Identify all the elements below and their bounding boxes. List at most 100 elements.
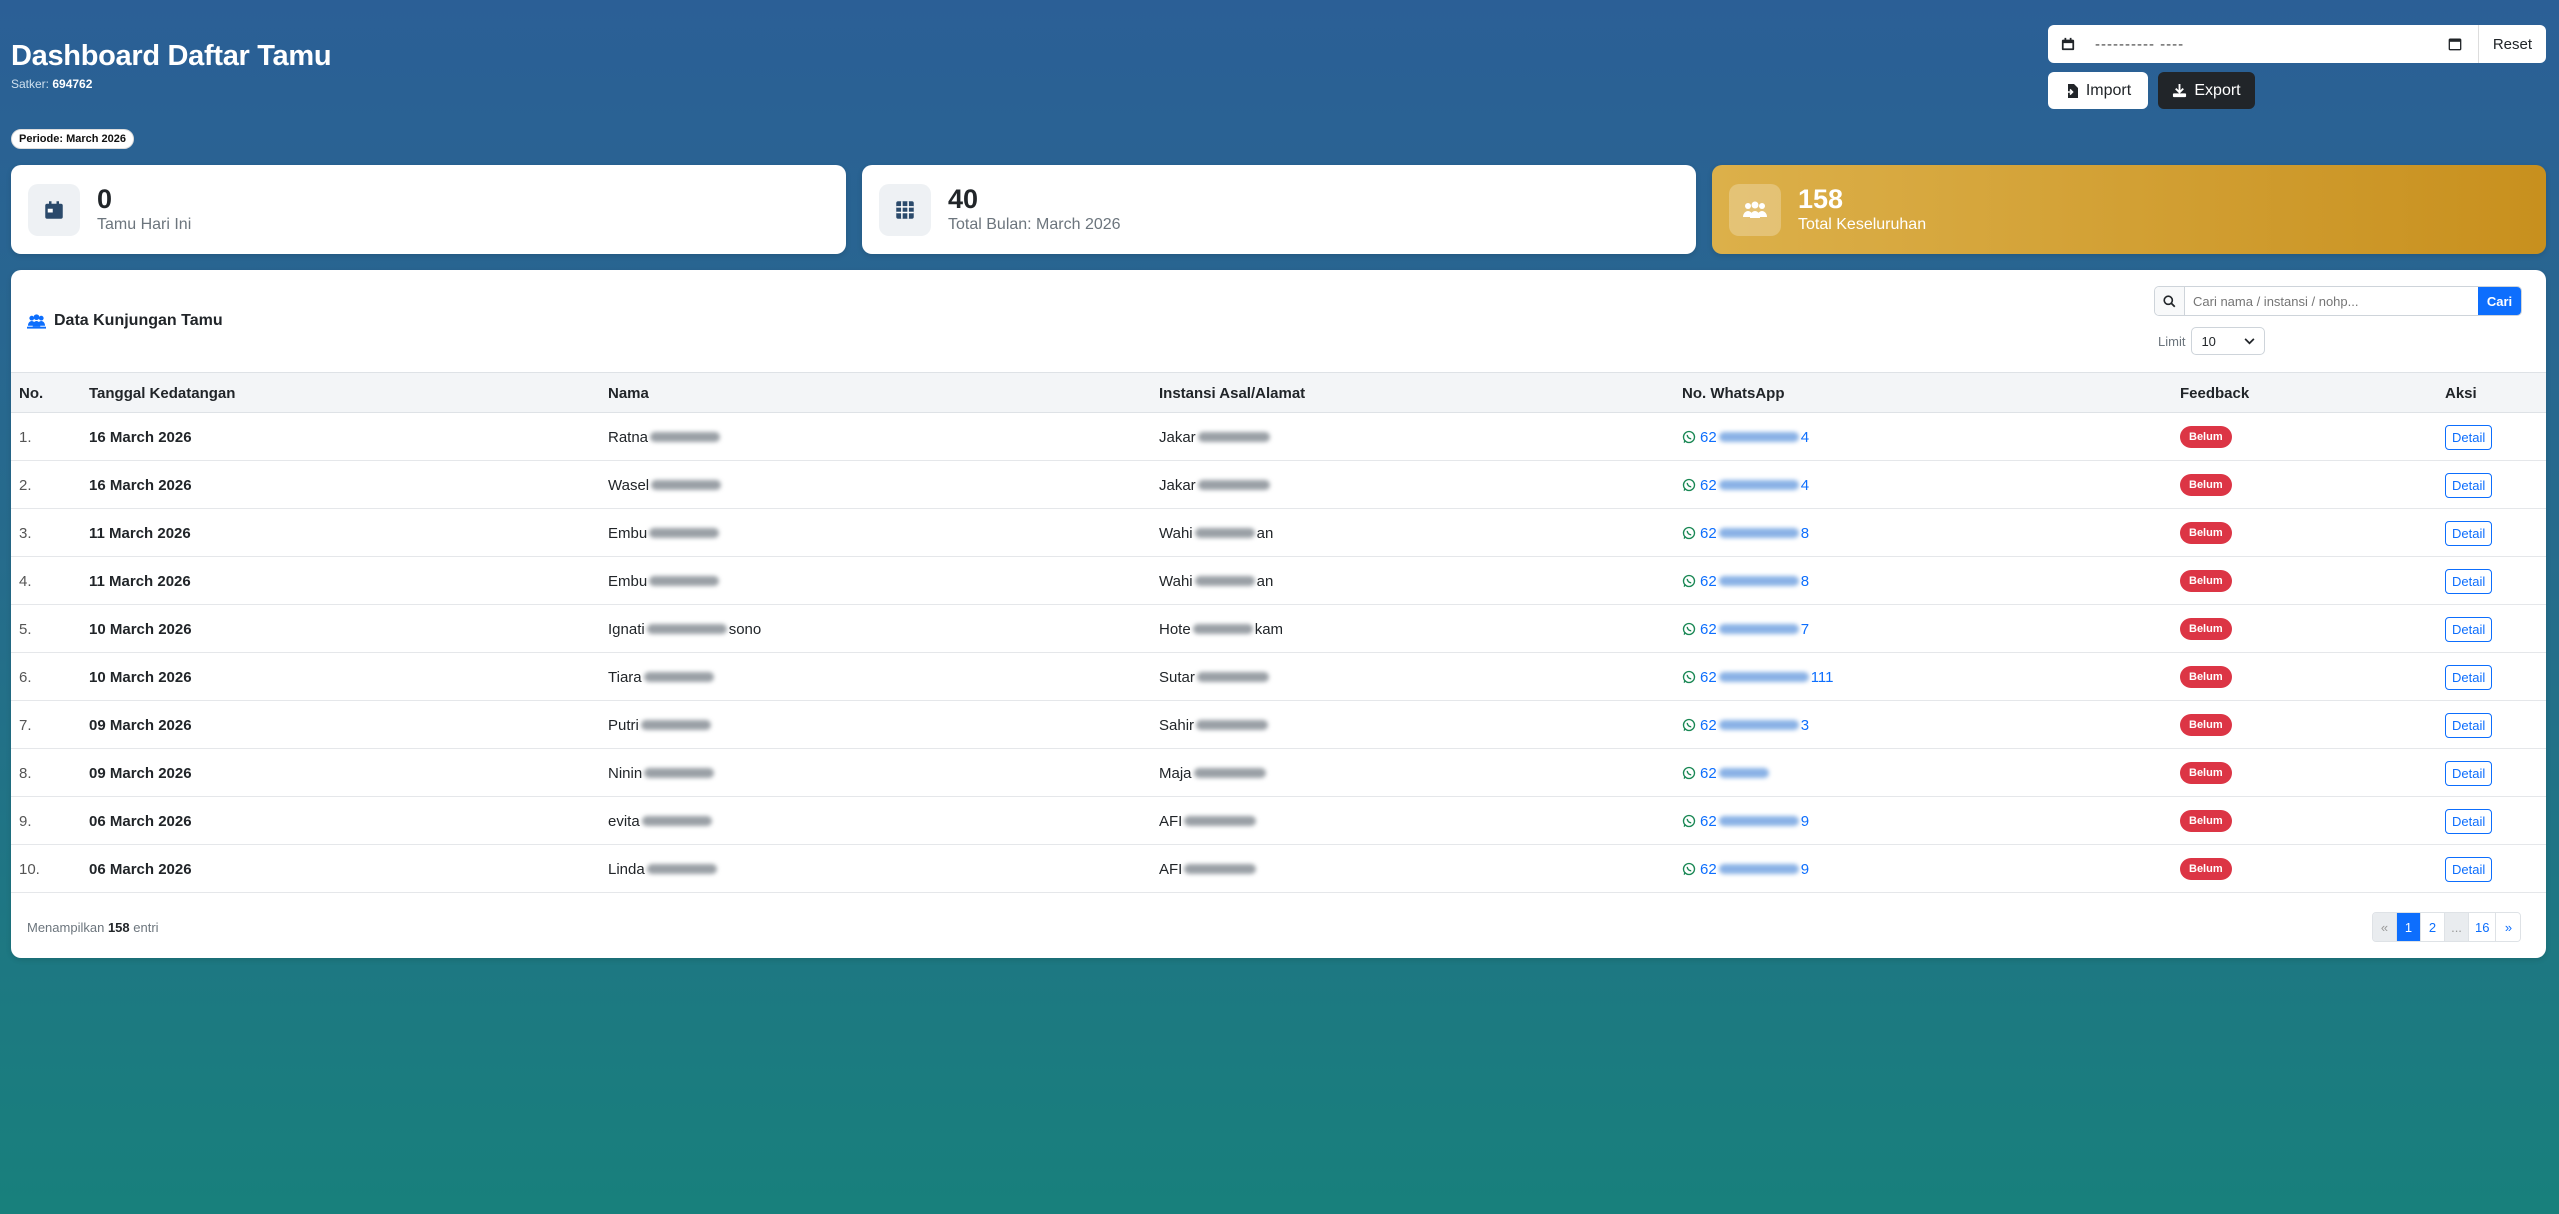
whatsapp-prefix: 62 bbox=[1700, 716, 1717, 734]
whatsapp-icon bbox=[1682, 766, 1696, 780]
table-row: 3. 11 March 2026 Embu Wahi an 62 8 Belum Detail bbox=[11, 509, 2546, 557]
limit-select[interactable]: 10 bbox=[2191, 327, 2266, 355]
feedback-cell: Belum bbox=[2180, 413, 2232, 461]
date-picker-icon[interactable] bbox=[2448, 37, 2462, 51]
redacted-text bbox=[649, 528, 720, 538]
limit-row: Limit 10 bbox=[2158, 327, 2266, 355]
redacted-text bbox=[1194, 576, 1255, 586]
guest-name-text: Ninin bbox=[608, 764, 643, 782]
panel-title-text: Data Kunjungan Tamu bbox=[54, 312, 223, 329]
detail-button[interactable]: Detail bbox=[2445, 856, 2493, 882]
reset-button[interactable]: Reset bbox=[2477, 25, 2546, 63]
visit-date: 11 March 2026 bbox=[89, 557, 191, 605]
whatsapp-number: 62 8 bbox=[1700, 525, 1809, 542]
detail-button[interactable]: Detail bbox=[2445, 520, 2493, 546]
page-next[interactable]: » bbox=[2496, 913, 2521, 941]
action-cell: Detail bbox=[2445, 701, 2493, 749]
guest-instansi: Maja bbox=[1159, 749, 1268, 797]
page-16[interactable]: 16 bbox=[2469, 913, 2497, 941]
whatsapp-prefix: 62 bbox=[1700, 524, 1717, 542]
table-row: 6. 10 March 2026 Tiara Sutar 62 111 Belum Detai… bbox=[11, 653, 2546, 701]
detail-button[interactable]: Detail bbox=[2445, 616, 2493, 642]
guest-name-text: Wasel bbox=[608, 476, 650, 494]
whatsapp-link[interactable]: 62 4 bbox=[1682, 461, 1809, 509]
search-button[interactable]: Cari bbox=[2478, 287, 2521, 315]
visit-date-text: 11 March 2026 bbox=[89, 572, 191, 590]
action-cell: Detail bbox=[2445, 749, 2493, 797]
whatsapp-suffix: 111 bbox=[1810, 668, 1834, 686]
feedback-badge: Belum bbox=[2180, 810, 2232, 832]
redacted-text bbox=[646, 624, 727, 634]
instansi-text: Wahi bbox=[1159, 572, 1193, 590]
whatsapp-link[interactable]: 62 111 bbox=[1682, 653, 1834, 701]
instansi-text: Wahi bbox=[1159, 524, 1193, 542]
guest-name-text: Tiara bbox=[608, 668, 642, 686]
redacted-text bbox=[1196, 672, 1269, 682]
visit-date-text: 11 March 2026 bbox=[89, 524, 191, 542]
action-cell: Detail bbox=[2445, 797, 2493, 845]
whatsapp-icon bbox=[1682, 622, 1696, 636]
redacted-text bbox=[1718, 671, 1809, 682]
limit-label: Limit bbox=[2158, 333, 2186, 349]
search-icon bbox=[2155, 287, 2185, 315]
whatsapp-suffix: 9 bbox=[1800, 860, 1810, 878]
page-prev[interactable]: « bbox=[2373, 913, 2397, 941]
whatsapp-suffix: 7 bbox=[1800, 620, 1810, 638]
instansi-end: kam bbox=[1254, 620, 1284, 638]
whatsapp-link[interactable]: 62 9 bbox=[1682, 797, 1809, 845]
whatsapp-link[interactable]: 62 9 bbox=[1682, 845, 1809, 893]
instansi-text: Sahir bbox=[1159, 716, 1195, 734]
detail-button[interactable]: Detail bbox=[2445, 664, 2493, 690]
visit-date: 16 March 2026 bbox=[89, 461, 192, 509]
whatsapp-link[interactable]: 62 7 bbox=[1682, 605, 1809, 653]
search-input[interactable] bbox=[2185, 293, 2478, 309]
table-row: 10. 06 March 2026 Linda AFI 62 9 Belum Detail bbox=[11, 845, 2546, 893]
redacted-text bbox=[650, 432, 721, 442]
detail-button[interactable]: Detail bbox=[2445, 472, 2493, 498]
guest-name: Ignati sono bbox=[608, 605, 761, 653]
detail-button[interactable]: Detail bbox=[2445, 760, 2493, 786]
table-icon bbox=[879, 183, 931, 236]
guest-instansi: Wahi an bbox=[1159, 557, 1273, 605]
whatsapp-number: 62 9 bbox=[1700, 813, 1809, 830]
feedback-badge: Belum bbox=[2180, 426, 2232, 448]
whatsapp-link[interactable]: 62 4 bbox=[1682, 413, 1809, 461]
date-filter: ---------- ---- Reset bbox=[2048, 25, 2546, 63]
whatsapp-suffix: 4 bbox=[1800, 476, 1810, 494]
column-header: No. WhatsApp bbox=[1682, 385, 1785, 402]
guest-instansi: AFI bbox=[1159, 845, 1258, 893]
whatsapp-link[interactable]: 62 8 bbox=[1682, 509, 1809, 557]
row-number-text: 6. bbox=[19, 668, 32, 686]
detail-button[interactable]: Detail bbox=[2445, 568, 2493, 594]
whatsapp-link[interactable]: 62 3 bbox=[1682, 701, 1809, 749]
row-number-text: 8. bbox=[19, 764, 32, 782]
detail-button[interactable]: Detail bbox=[2445, 424, 2493, 450]
detail-button[interactable]: Detail bbox=[2445, 808, 2493, 834]
visit-date: 09 March 2026 bbox=[89, 701, 192, 749]
row-number-text: 9. bbox=[19, 812, 32, 830]
detail-button[interactable]: Detail bbox=[2445, 712, 2493, 738]
feedback-cell: Belum bbox=[2180, 701, 2232, 749]
whatsapp-suffix: 3 bbox=[1800, 716, 1810, 734]
column-header: Tanggal Kedatangan bbox=[89, 385, 236, 402]
whatsapp-link[interactable]: 62 bbox=[1682, 749, 1771, 797]
feedback-badge: Belum bbox=[2180, 618, 2232, 640]
import-label: Import bbox=[2085, 81, 2132, 99]
whatsapp-icon bbox=[1682, 670, 1696, 684]
redacted-text bbox=[1718, 767, 1769, 778]
action-cell: Detail bbox=[2445, 605, 2493, 653]
page-2[interactable]: 2 bbox=[2421, 913, 2445, 941]
guest-instansi: Sutar bbox=[1159, 653, 1271, 701]
visits-panel: Data Kunjungan Tamu Cari Limit 10 No. Ta… bbox=[11, 270, 2546, 958]
date-input[interactable]: ---------- ---- bbox=[2095, 35, 2185, 53]
users-icon bbox=[27, 314, 46, 329]
page-1[interactable]: 1 bbox=[2397, 913, 2421, 941]
whatsapp-link[interactable]: 62 8 bbox=[1682, 557, 1809, 605]
calendar-icon bbox=[28, 183, 80, 236]
whatsapp-prefix: 62 bbox=[1700, 668, 1717, 686]
instansi-text: Sutar bbox=[1159, 668, 1195, 686]
whatsapp-prefix: 62 bbox=[1700, 860, 1717, 878]
import-button[interactable]: Import bbox=[2048, 72, 2148, 109]
export-button[interactable]: Export bbox=[2158, 72, 2255, 109]
redacted-text bbox=[1718, 575, 1799, 586]
